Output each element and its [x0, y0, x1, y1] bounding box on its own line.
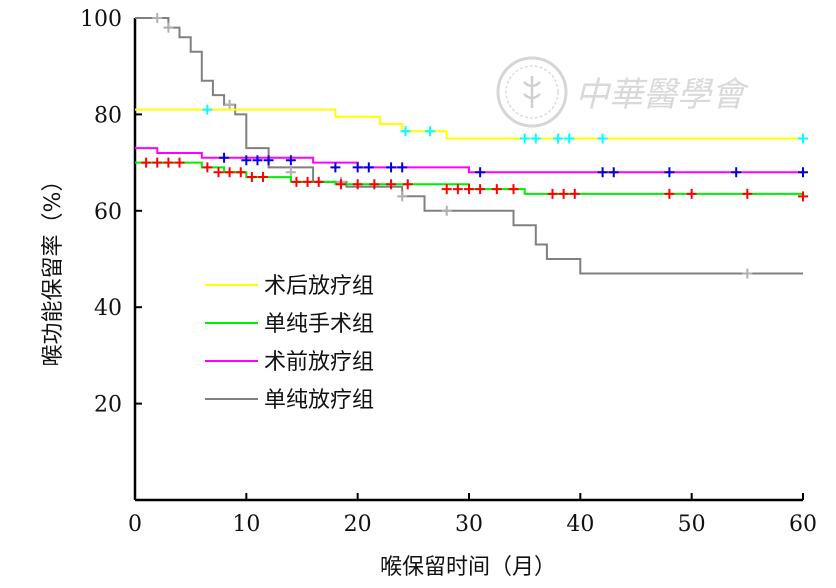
censor-mark: [330, 162, 341, 173]
censor-mark: [202, 104, 213, 115]
censor-mark: [224, 99, 235, 110]
censor-mark: [558, 188, 569, 199]
legend-label: 单纯放疗组: [264, 388, 374, 413]
censor-mark: [252, 155, 263, 166]
censor-mark: [224, 167, 235, 178]
x-tick-label: 30: [455, 512, 483, 537]
series-4: [135, 13, 803, 279]
censor-mark: [202, 162, 213, 173]
censor-mark: [742, 268, 753, 279]
censor-mark: [335, 179, 346, 190]
censor-mark: [241, 155, 252, 166]
censor-mark: [569, 188, 580, 199]
censor-mark: [246, 172, 257, 183]
censor-mark: [386, 162, 397, 173]
censor-mark: [213, 167, 224, 178]
y-tick-label: 60: [94, 200, 122, 225]
censor-mark: [731, 167, 742, 178]
censor-mark: [219, 152, 230, 163]
y-tick-label: 20: [94, 393, 122, 418]
censor-mark: [798, 191, 808, 202]
censor-mark: [258, 172, 269, 183]
censor-mark: [400, 126, 411, 137]
censor-mark: [508, 184, 519, 195]
censor-mark: [163, 22, 174, 33]
censor-mark: [402, 179, 413, 190]
censor-mark: [519, 133, 530, 144]
censor-mark: [163, 157, 174, 168]
censor-mark: [798, 133, 808, 144]
censor-mark: [452, 184, 463, 195]
censor-mark: [441, 184, 452, 195]
censor-mark: [608, 167, 619, 178]
censor-mark: [798, 167, 808, 178]
censor-mark: [441, 205, 452, 216]
censor-mark: [291, 176, 302, 187]
x-tick-label: 50: [678, 512, 706, 537]
censor-mark: [686, 188, 697, 199]
y-tick-label: 100: [80, 7, 122, 32]
survival-line: [135, 17, 803, 275]
censor-mark: [425, 126, 436, 137]
y-axis-title: 喉功能保留率（%）: [41, 170, 66, 367]
series-3: [135, 147, 808, 178]
x-tick-label: 40: [566, 512, 594, 537]
x-axis-ticks: 0 10 20 30 40 50 60: [128, 493, 817, 537]
censor-mark: [664, 188, 675, 199]
watermark: 中華醫學會: [496, 56, 750, 128]
y-tick-label: 80: [94, 103, 122, 128]
watermark-text: 中華醫學會: [575, 75, 750, 115]
censor-mark: [547, 188, 558, 199]
censor-mark: [285, 167, 296, 178]
x-tick-label: 20: [344, 512, 372, 537]
censor-mark: [464, 184, 474, 195]
censor-mark: [597, 167, 608, 178]
censor-mark: [491, 184, 502, 195]
censor-mark: [352, 179, 363, 190]
censor-mark: [397, 191, 408, 202]
series-2: [135, 157, 808, 202]
censor-mark: [141, 157, 152, 168]
censor-mark: [369, 179, 380, 190]
censor-mark: [664, 167, 675, 178]
censor-mark: [174, 157, 185, 168]
legend-label: 单纯手术组: [264, 312, 374, 337]
censor-mark: [363, 162, 374, 173]
x-tick-label: 60: [789, 512, 817, 537]
censor-mark: [152, 13, 163, 23]
series-1: [135, 104, 808, 144]
survival-line: [135, 108, 803, 140]
x-tick-label: 10: [232, 512, 260, 537]
censor-mark: [530, 133, 541, 144]
censor-mark: [397, 162, 408, 173]
censor-mark: [263, 155, 274, 166]
censor-mark: [742, 188, 753, 199]
x-axis-title: 喉保留时间（月）: [380, 555, 556, 580]
censor-mark: [475, 167, 486, 178]
legend-label: 术后放疗组: [264, 274, 374, 299]
x-tick-label: 0: [128, 512, 142, 537]
censor-mark: [152, 157, 163, 168]
survival-line: [135, 147, 803, 174]
censor-mark: [553, 133, 564, 144]
censor-mark: [352, 162, 363, 173]
medical-association-seal-icon: [496, 56, 568, 128]
censor-mark: [313, 176, 324, 187]
censor-mark: [597, 133, 608, 144]
legend-label: 术前放疗组: [264, 350, 374, 375]
censor-mark: [386, 179, 397, 190]
censor-mark: [235, 167, 246, 178]
censor-mark: [285, 155, 296, 166]
censor-mark: [564, 133, 575, 144]
censor-mark: [475, 184, 486, 195]
censor-mark: [302, 176, 313, 187]
y-axis-ticks: 20 40 60 80 100: [80, 7, 142, 418]
y-tick-label: 40: [94, 296, 122, 321]
series-layer: [135, 13, 808, 279]
